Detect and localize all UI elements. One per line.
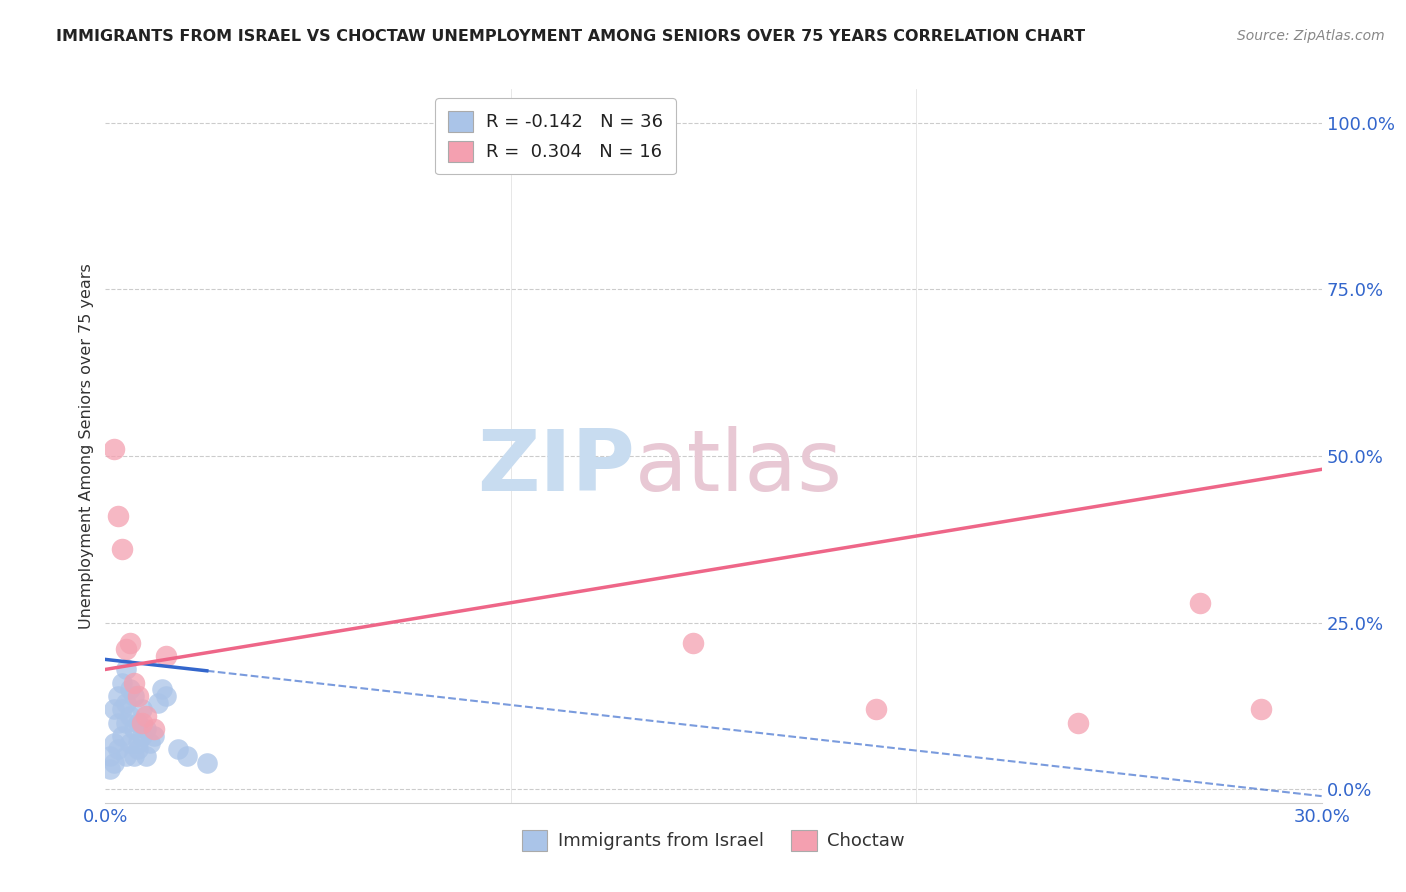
- Point: [98, 749, 121, 764]
- Point: [118, 682, 141, 697]
- Point: [127, 715, 149, 730]
- Point: [1189, 596, 1212, 610]
- Point: [111, 675, 134, 690]
- Point: [107, 742, 129, 756]
- Point: [114, 642, 136, 657]
- Point: [127, 742, 149, 756]
- Point: [118, 736, 141, 750]
- Point: [111, 729, 134, 743]
- Point: [103, 442, 125, 457]
- Point: [131, 715, 153, 730]
- Point: [195, 756, 218, 770]
- Legend: Immigrants from Israel, Choctaw: Immigrants from Israel, Choctaw: [515, 822, 912, 858]
- Point: [98, 763, 121, 777]
- Point: [122, 675, 145, 690]
- Point: [146, 696, 169, 710]
- Text: ZIP: ZIP: [477, 425, 634, 509]
- Point: [114, 715, 136, 730]
- Point: [135, 749, 157, 764]
- Point: [155, 689, 177, 703]
- Text: IMMIGRANTS FROM ISRAEL VS CHOCTAW UNEMPLOYMENT AMONG SENIORS OVER 75 YEARS CORRE: IMMIGRANTS FROM ISRAEL VS CHOCTAW UNEMPL…: [56, 29, 1085, 44]
- Point: [118, 636, 141, 650]
- Point: [114, 662, 136, 676]
- Point: [176, 749, 198, 764]
- Point: [107, 689, 129, 703]
- Text: Source: ZipAtlas.com: Source: ZipAtlas.com: [1237, 29, 1385, 43]
- Point: [682, 636, 704, 650]
- Point: [122, 749, 145, 764]
- Point: [865, 702, 887, 716]
- Point: [111, 702, 134, 716]
- Point: [143, 729, 166, 743]
- Point: [139, 736, 162, 750]
- Point: [1067, 715, 1090, 730]
- Point: [114, 749, 136, 764]
- Point: [122, 689, 145, 703]
- Point: [127, 736, 149, 750]
- Point: [122, 723, 145, 737]
- Point: [111, 542, 134, 557]
- Point: [114, 696, 136, 710]
- Point: [150, 682, 173, 697]
- Point: [103, 702, 125, 716]
- Point: [118, 709, 141, 723]
- Point: [135, 723, 157, 737]
- Point: [103, 756, 125, 770]
- Point: [131, 729, 153, 743]
- Point: [103, 736, 125, 750]
- Point: [143, 723, 166, 737]
- Point: [131, 702, 153, 716]
- Point: [167, 742, 190, 756]
- Point: [107, 715, 129, 730]
- Point: [135, 709, 157, 723]
- Text: atlas: atlas: [634, 425, 842, 509]
- Point: [127, 689, 149, 703]
- Point: [107, 509, 129, 524]
- Point: [155, 649, 177, 664]
- Y-axis label: Unemployment Among Seniors over 75 years: Unemployment Among Seniors over 75 years: [79, 263, 94, 629]
- Point: [1250, 702, 1272, 716]
